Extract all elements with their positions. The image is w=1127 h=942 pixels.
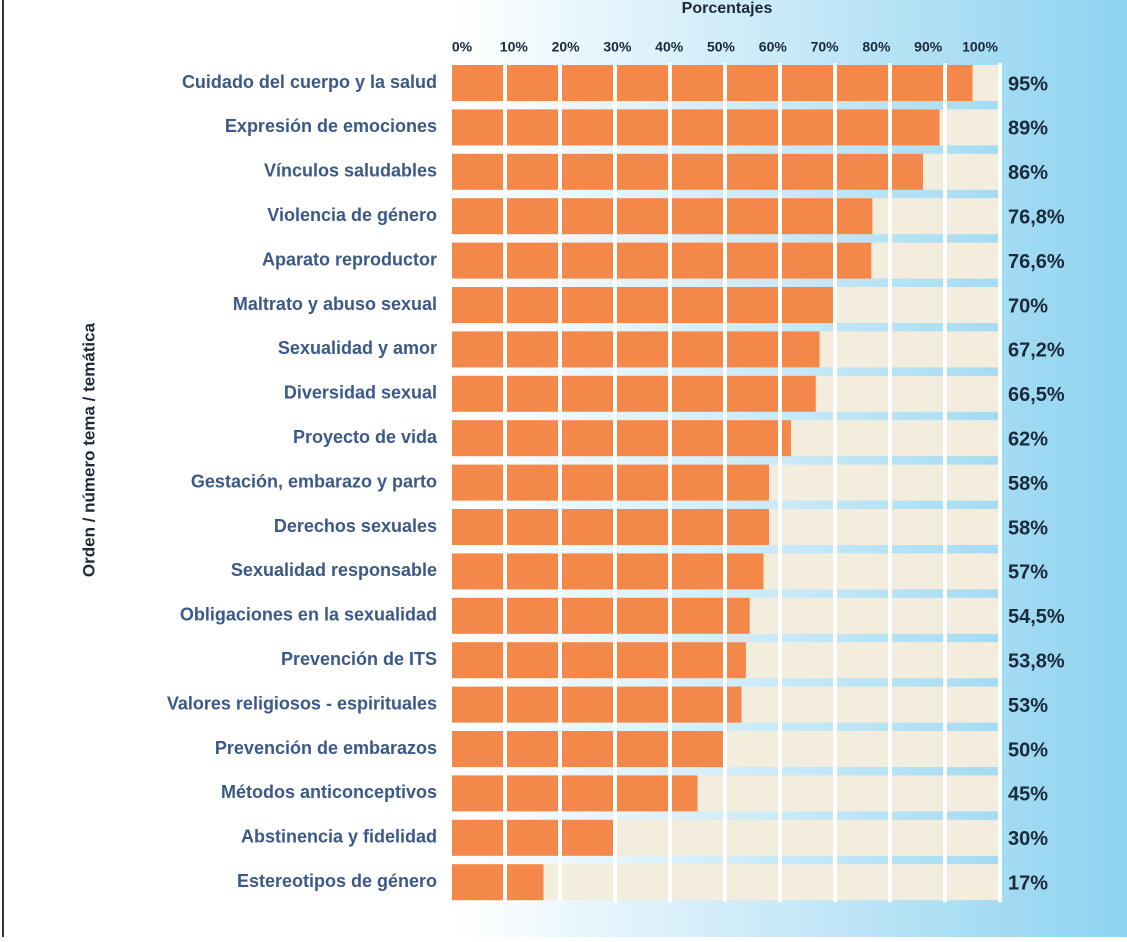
category-label: Valores religiosos - espirituales <box>167 693 437 713</box>
x-tick-label: 90% <box>914 39 943 55</box>
bar <box>450 375 816 412</box>
value-label: 62% <box>1008 428 1048 450</box>
bar <box>450 464 769 501</box>
bar <box>450 242 872 279</box>
category-label: Maltrato y abuso sexual <box>233 294 437 314</box>
x-tick-label: 80% <box>862 39 891 55</box>
value-label: 58% <box>1008 473 1048 495</box>
category-label: Abstinencia y fidelidad <box>241 827 437 847</box>
value-label: 45% <box>1008 784 1048 806</box>
bar <box>450 420 791 457</box>
x-tick-label: 0% <box>452 39 473 55</box>
x-tick-label: 100% <box>962 39 998 55</box>
category-label: Violencia de género <box>267 205 437 225</box>
x-tick-label: 50% <box>707 39 736 55</box>
bar <box>450 731 725 767</box>
value-label: 67,2% <box>1008 340 1065 362</box>
x-tick-label: 60% <box>759 39 788 55</box>
category-label: Expresión de emociones <box>225 116 437 136</box>
category-label: Cuidado del cuerpo y la salud <box>182 72 437 92</box>
bar <box>450 198 873 235</box>
category-label: Obligaciones en la sexualidad <box>180 605 437 625</box>
x-tick-label: 70% <box>811 39 840 55</box>
value-label: 50% <box>1008 739 1048 761</box>
category-label: Diversidad sexual <box>284 383 437 403</box>
y-axis-label: Orden / número tema / temática <box>79 322 98 577</box>
value-label: 86% <box>1008 162 1048 184</box>
value-label: 53% <box>1008 695 1048 717</box>
value-label: 17% <box>1008 872 1048 894</box>
value-label: 95% <box>1008 73 1048 95</box>
x-tick-label: 30% <box>603 39 632 55</box>
category-label: Estereotipos de género <box>237 871 437 891</box>
value-label: 30% <box>1008 828 1048 850</box>
bar <box>450 597 750 634</box>
x-axis-label: Porcentajes <box>682 0 773 17</box>
category-label: Vínculos saludables <box>264 161 437 181</box>
value-label: 58% <box>1008 517 1048 539</box>
bar <box>450 153 923 190</box>
value-label: 89% <box>1008 118 1048 140</box>
category-label: Gestación, embarazo y parto <box>191 471 437 491</box>
category-label: Sexualidad y amor <box>278 338 437 358</box>
value-label: 76,8% <box>1008 206 1065 228</box>
bar <box>450 331 820 368</box>
value-label: 70% <box>1008 295 1048 317</box>
x-tick-label: 20% <box>552 39 581 55</box>
category-label: Proyecto de vida <box>293 427 438 447</box>
bar <box>450 642 746 679</box>
bar <box>450 819 615 856</box>
bar <box>450 864 544 901</box>
value-label: 66,5% <box>1008 384 1065 406</box>
value-label: 76,6% <box>1008 251 1065 273</box>
bar <box>450 686 742 723</box>
category-label: Métodos anticonceptivos <box>221 782 437 802</box>
x-tick-label: 40% <box>655 39 684 55</box>
bar <box>450 109 940 146</box>
bar <box>450 65 973 101</box>
bar <box>450 287 835 323</box>
category-label: Derechos sexuales <box>274 516 437 536</box>
bar <box>450 509 769 545</box>
value-label: 57% <box>1008 562 1048 584</box>
x-tick-label: 10% <box>500 39 529 55</box>
category-label: Prevención de ITS <box>281 649 437 669</box>
category-label: Prevención de embarazos <box>215 738 437 758</box>
category-label: Aparato reproductor <box>262 249 437 269</box>
bar <box>450 775 698 812</box>
category-label: Sexualidad responsable <box>231 560 437 580</box>
value-label: 54,5% <box>1008 606 1065 628</box>
value-label: 53,8% <box>1008 650 1065 672</box>
bar <box>450 553 764 590</box>
